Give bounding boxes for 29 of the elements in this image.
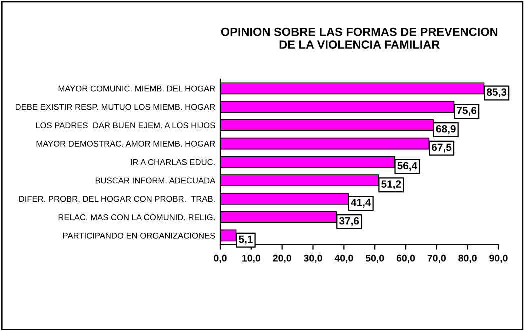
y-tick-label: RELAC. MAS CON LA COMUNID. RELIG. [58,214,215,220]
data-label: 67,5 [432,144,452,153]
data-label: 56,4 [398,162,418,172]
data-label: 51,2 [382,180,402,190]
y-tick-label: LOS PADRES DAR BUEN EJEM. A LOS HIJOS [36,122,216,129]
data-label: 68,9 [436,125,456,134]
y-tick-label: PARTICIPANDO EN ORGANIZACIONES [64,232,216,239]
data-label: 85,3 [487,88,507,98]
y-tick-label: MAYOR DEMOSTRAC. AMOR MIEMB. HOGAR [36,141,216,147]
data-label: 5,1 [239,236,253,245]
y-tick-label: BUSCAR INFORM. ADECUADA [96,178,216,184]
x-tick-label: 30,0 [304,254,322,264]
chart-title: OPINION SOBRE LAS FORMAS DE PREVENCION DE LA VIOLENCIA FAMILIAR [221,28,498,49]
x-tick-label: 80,0 [458,254,477,264]
y-tick-label: MAYOR COMUNIC. MIEMB. DEL HOGAR [58,86,216,92]
x-tick-label: 60,0 [396,254,416,264]
y-tick-label: DIFER. PROBR. DEL HOGAR CON PROBR. TRAB. [20,196,215,202]
x-tick-label: 10,0 [242,254,260,264]
x-tick-label: 0,0 [214,254,227,264]
x-tick-label: 50,0 [366,254,384,264]
data-label: 75,6 [457,107,477,116]
y-tick-label: IR A CHARLAS EDUC. [131,159,215,166]
x-tick-label: 20,0 [273,254,292,264]
y-tick-label: DEBE EXISTIR RESP. MUTUO LOS MIEMB. HOGAR [16,104,216,110]
x-tick-label: 90,0 [490,254,508,264]
x-tick-label: 70,0 [428,254,446,264]
data-label: 41,4 [351,199,372,208]
data-label: 37,6 [339,217,360,226]
x-tick-label: 40,0 [334,254,354,264]
